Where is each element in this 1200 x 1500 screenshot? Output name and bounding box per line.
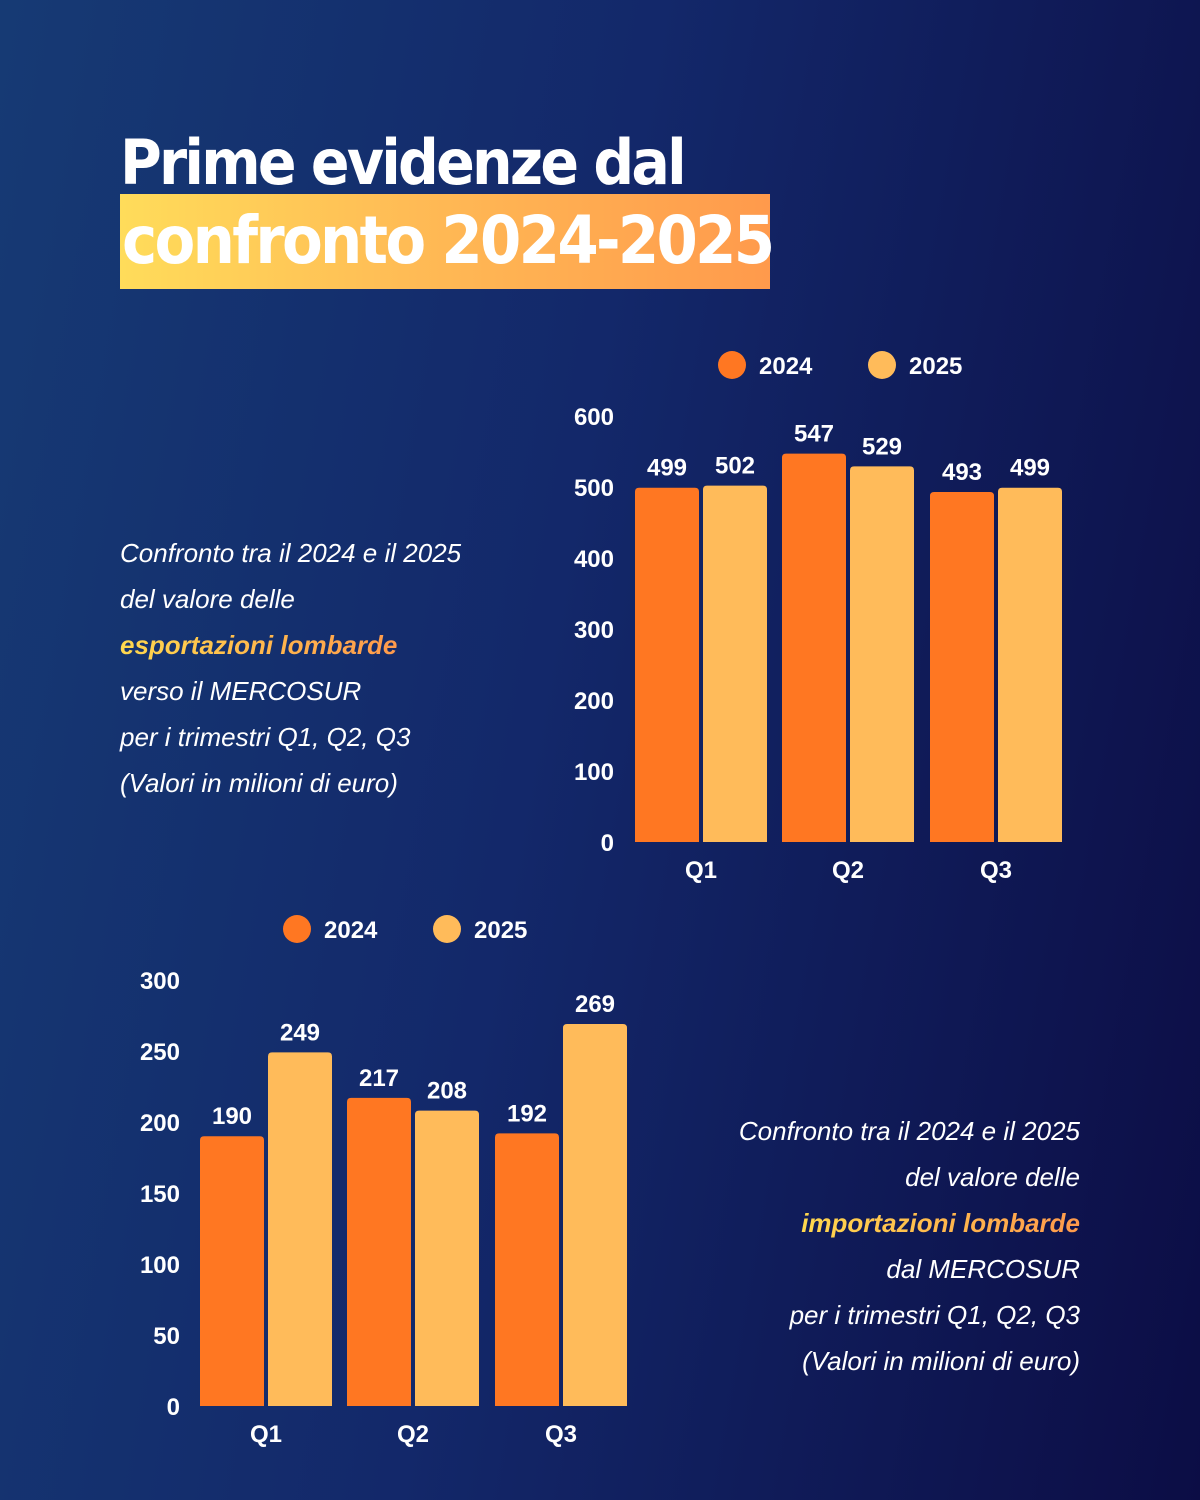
- data-label-Q3-2025: 499: [1010, 455, 1050, 482]
- data-label-Q2-2024: 217: [359, 1065, 399, 1092]
- export-desc-line4: verso il MERCOSUR: [120, 676, 362, 706]
- export-desc-highlight: esportazioni lombarde: [120, 630, 398, 660]
- import-desc-line5: per i trimestri Q1, Q2, Q3: [789, 1300, 1080, 1330]
- data-label-Q1-2024: 190: [212, 1103, 252, 1130]
- y-tick-label: 600: [574, 404, 614, 431]
- legend-label-2025: 2025: [474, 917, 527, 944]
- import-desc-highlight: importazioni lombarde: [801, 1208, 1080, 1238]
- export-desc-line2: del valore delle: [120, 584, 295, 614]
- bar-Q2-2024: [782, 453, 846, 842]
- import-desc-line1: Confronto tra il 2024 e il 2025: [738, 1116, 1080, 1146]
- y-tick-label: 300: [140, 968, 180, 995]
- data-label-Q3-2025: 269: [575, 991, 615, 1018]
- x-tick-label-Q2: Q2: [832, 857, 864, 884]
- y-tick-label: 150: [140, 1181, 180, 1208]
- data-label-Q1-2025: 502: [715, 453, 755, 480]
- data-label-Q2-2025: 208: [427, 1078, 467, 1105]
- y-tick-label: 300: [574, 617, 614, 644]
- y-tick-label: 0: [167, 1394, 180, 1421]
- y-tick-label: 500: [574, 475, 614, 502]
- data-label-Q3-2024: 192: [507, 1100, 547, 1127]
- y-tick-label: 100: [140, 1252, 180, 1279]
- legend-swatch-2025: [868, 351, 896, 379]
- bar-Q1-2025: [703, 485, 767, 842]
- y-tick-label: 200: [574, 688, 614, 715]
- y-tick-label: 200: [140, 1110, 180, 1137]
- data-label-Q1-2024: 499: [647, 455, 687, 482]
- y-tick-label: 250: [140, 1039, 180, 1066]
- export-chart: 2024 2025 0 100 200 300 400 500 600 499 502 Q1 547 52…: [574, 351, 1062, 884]
- legend-label-2025: 2025: [909, 353, 962, 380]
- page-title-line2: confronto 2024-2025: [122, 202, 775, 279]
- page-title-line1: Prime evidenze dal: [120, 126, 687, 199]
- bar-Q3-2025: [563, 1024, 627, 1406]
- export-desc-line1: Confronto tra il 2024 e il 2025: [120, 538, 462, 568]
- title-highlight-box: [120, 194, 770, 289]
- data-label-Q3-2024: 493: [942, 459, 982, 486]
- bar-Q2-2025: [850, 466, 914, 842]
- import-desc-line4: dal MERCOSUR: [886, 1254, 1080, 1284]
- legend-swatch-2024: [283, 915, 311, 943]
- import-desc-line2: del valore delle: [905, 1162, 1080, 1192]
- import-description: Confronto tra il 2024 e il 2025 del valo…: [640, 1108, 1080, 1384]
- y-tick-label: 0: [601, 830, 614, 857]
- y-tick-label: 100: [574, 759, 614, 786]
- bar-Q3-2024: [495, 1133, 559, 1406]
- data-label-Q1-2025: 249: [280, 1019, 320, 1046]
- x-tick-label-Q2: Q2: [397, 1421, 429, 1448]
- import-chart: 2024 2025 0 50 100 150 200 250 300 190 249 Q1 217 208…: [140, 915, 627, 1448]
- x-tick-label-Q1: Q1: [250, 1421, 282, 1448]
- export-desc-line5: per i trimestri Q1, Q2, Q3: [120, 722, 411, 752]
- legend-label-2024: 2024: [759, 353, 813, 380]
- legend-swatch-2025: [433, 915, 461, 943]
- bar-Q2-2024: [347, 1097, 411, 1406]
- x-tick-label-Q3: Q3: [545, 1421, 577, 1448]
- bar-Q1-2024: [635, 487, 699, 842]
- export-desc-line6: (Valori in milioni di euro): [120, 768, 398, 798]
- import-desc-line6: (Valori in milioni di euro): [802, 1346, 1080, 1376]
- legend-swatch-2024: [718, 351, 746, 379]
- legend-label-2024: 2024: [324, 917, 378, 944]
- bar-Q3-2025: [998, 487, 1062, 842]
- bar-Q2-2025: [415, 1110, 479, 1406]
- export-description: Confronto tra il 2024 e il 2025 del valo…: [120, 530, 560, 806]
- bar-Q1-2025: [268, 1052, 332, 1406]
- y-tick-label: 400: [574, 546, 614, 573]
- x-tick-label-Q3: Q3: [980, 857, 1012, 884]
- data-label-Q2-2024: 547: [794, 421, 834, 448]
- y-tick-label: 50: [153, 1323, 180, 1350]
- x-tick-label-Q1: Q1: [685, 857, 717, 884]
- bar-Q1-2024: [200, 1136, 264, 1406]
- bar-Q3-2024: [930, 491, 994, 842]
- data-label-Q2-2025: 529: [862, 433, 902, 460]
